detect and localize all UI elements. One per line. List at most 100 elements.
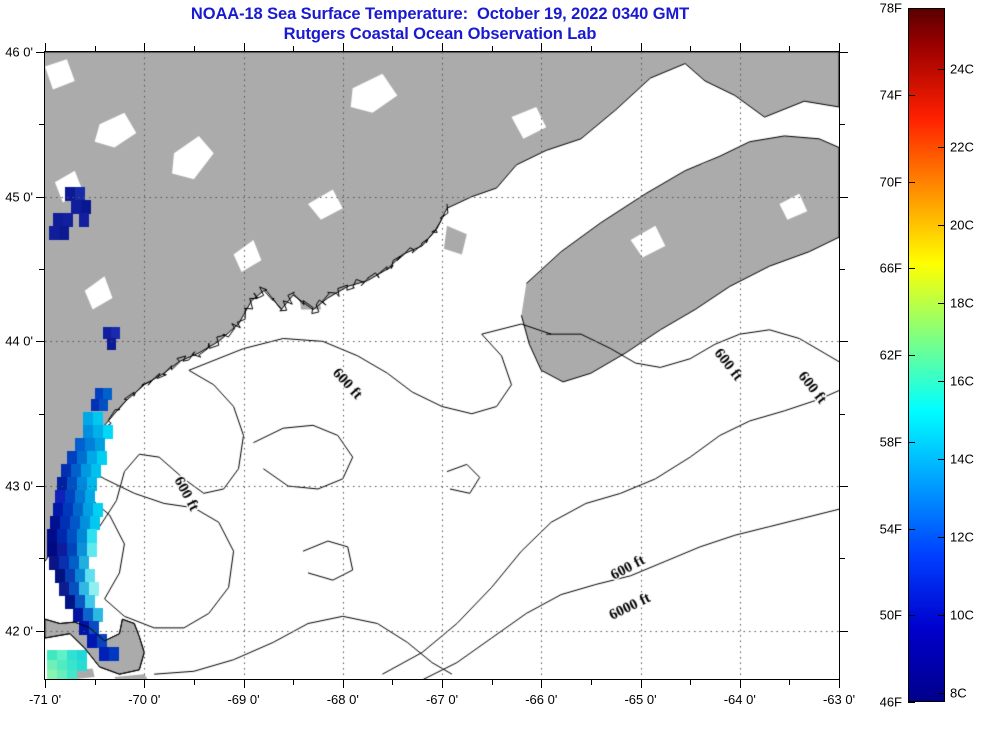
x-minor-tick-top — [789, 46, 791, 52]
x-major-tick-top — [839, 43, 840, 52]
x-axis-label: -70 0' — [128, 692, 161, 707]
x-major-tick-top — [739, 43, 741, 52]
colorbar-label-fahrenheit: 54F — [879, 521, 902, 536]
x-minor-tick-top — [94, 46, 96, 52]
y-minor-tick-left — [39, 558, 45, 560]
x-major-tick-top — [541, 43, 543, 52]
x-major-tick-bottom — [442, 679, 443, 688]
colorbar-tick-celsius — [938, 224, 945, 226]
x-major-tick-bottom — [342, 679, 344, 688]
x-minor-tick-top — [392, 46, 394, 52]
colorbar-tick-fahrenheit — [908, 702, 915, 703]
y-axis-label: 43 0' — [5, 478, 33, 494]
colorbar-label-celsius: 14C — [950, 451, 974, 467]
x-major-tick-bottom — [243, 679, 245, 688]
x-axis-label: -65 0' — [624, 692, 657, 707]
colorbar-label-fahrenheit: 62F — [879, 347, 902, 363]
colorbar-label-celsius: 22C — [950, 139, 974, 155]
x-axis-label: -67 0' — [425, 692, 459, 707]
y-axis-label: 42 0' — [5, 623, 33, 639]
y-major-tick-right — [839, 341, 848, 343]
sst-map-canvas[interactable] — [45, 52, 839, 679]
colorbar-label-fahrenheit: 70F — [879, 174, 902, 189]
chart-title-block: NOAA-18 Sea Surface Temperature: October… — [0, 4, 880, 44]
y-axis-label: 44 0' — [5, 333, 33, 349]
x-major-tick-top — [342, 43, 344, 52]
colorbar-label-celsius: 16C — [950, 373, 974, 389]
colorbar-tick-fahrenheit — [908, 8, 915, 9]
colorbar-tick-celsius — [938, 459, 945, 461]
colorbar-tick-celsius — [938, 381, 945, 383]
colorbar-tick-celsius — [938, 537, 945, 539]
colorbar-label-fahrenheit: 46F — [879, 694, 902, 710]
x-minor-tick-top — [193, 46, 195, 52]
y-major-tick-right — [839, 196, 848, 198]
y-major-tick-left — [36, 630, 45, 632]
y-minor-tick-right — [839, 413, 845, 415]
y-major-tick-left — [36, 196, 45, 198]
x-minor-tick-bottom — [293, 679, 295, 685]
colorbar-tick-fahrenheit — [908, 268, 915, 270]
chart-title-line1: NOAA-18 Sea Surface Temperature: October… — [190, 5, 690, 23]
y-major-tick-right — [839, 630, 848, 632]
colorbar-tick-celsius — [938, 146, 945, 148]
colorbar-tick-celsius — [938, 68, 945, 70]
x-minor-tick-bottom — [94, 679, 96, 685]
x-major-tick-bottom — [541, 679, 543, 688]
x-major-tick-bottom — [839, 679, 840, 688]
x-major-tick-top — [243, 43, 245, 52]
colorbar-label-fahrenheit: 78F — [879, 0, 902, 16]
x-major-tick-top — [144, 43, 146, 52]
y-major-tick-left — [36, 486, 45, 488]
y-major-tick-left — [36, 52, 45, 53]
x-minor-tick-bottom — [789, 679, 791, 685]
x-minor-tick-bottom — [193, 679, 195, 685]
y-major-tick-right — [839, 52, 848, 53]
y-minor-tick-left — [39, 269, 45, 271]
x-minor-tick-top — [491, 46, 493, 52]
x-minor-tick-bottom — [590, 679, 592, 685]
x-major-tick-top — [45, 43, 46, 52]
chart-subtitle-line2: Rutgers Coastal Ocean Observation Lab — [283, 25, 597, 43]
colorbar-tick-fahrenheit — [908, 181, 915, 183]
x-axis-label: -63 0' — [822, 692, 856, 707]
sst-map-plot-area[interactable] — [44, 51, 840, 680]
y-minor-tick-right — [839, 558, 845, 560]
colorbar-tick-fahrenheit — [908, 441, 915, 443]
y-major-tick-right — [839, 486, 848, 488]
x-minor-tick-bottom — [491, 679, 493, 685]
x-minor-tick-top — [590, 46, 592, 52]
x-axis-label: -66 0' — [525, 692, 558, 707]
colorbar-tick-celsius — [938, 615, 945, 617]
colorbar-tick-celsius — [938, 693, 945, 695]
x-major-tick-top — [640, 43, 642, 52]
x-axis-label: -68 0' — [326, 692, 359, 707]
colorbar-label-celsius: 8C — [950, 685, 967, 701]
y-major-tick-left — [36, 341, 45, 343]
colorbar-tick-fahrenheit — [908, 94, 915, 96]
colorbar-label-fahrenheit: 66F — [879, 260, 902, 276]
colorbar-label-celsius: 20C — [950, 217, 974, 233]
colorbar-label-celsius: 12C — [950, 529, 974, 545]
colorbar-label-celsius: 24C — [950, 61, 974, 77]
colorbar-tick-fahrenheit — [908, 615, 915, 617]
y-minor-tick-right — [839, 124, 845, 126]
x-minor-tick-top — [293, 46, 295, 52]
y-minor-tick-left — [39, 124, 45, 126]
colorbar-label-celsius: 18C — [950, 295, 974, 311]
x-axis-label: -69 0' — [227, 692, 260, 707]
y-minor-tick-right — [839, 269, 845, 271]
x-minor-tick-bottom — [392, 679, 394, 685]
colorbar-tick-celsius — [938, 302, 945, 304]
y-axis-label: 46 0' — [5, 44, 33, 60]
y-axis-label: 45 0' — [5, 189, 33, 205]
x-major-tick-bottom — [45, 679, 46, 688]
x-major-tick-bottom — [640, 679, 642, 688]
x-major-tick-bottom — [144, 679, 146, 688]
x-axis-label: -71 0' — [28, 692, 62, 707]
y-minor-tick-left — [39, 413, 45, 415]
colorbar-label-fahrenheit: 74F — [879, 87, 902, 103]
colorbar-label-celsius: 10C — [950, 607, 974, 623]
x-major-tick-bottom — [739, 679, 741, 688]
colorbar-label-fahrenheit: 50F — [879, 607, 902, 623]
